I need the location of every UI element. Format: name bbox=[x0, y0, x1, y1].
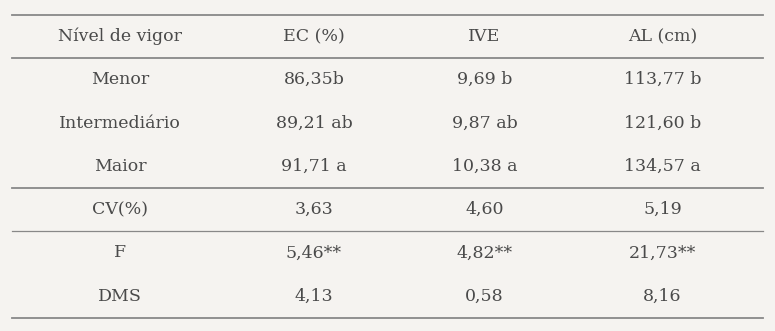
Text: 0,58: 0,58 bbox=[465, 288, 504, 305]
Text: 91,71 a: 91,71 a bbox=[281, 158, 346, 175]
Text: AL (cm): AL (cm) bbox=[628, 28, 698, 45]
Text: 113,77 b: 113,77 b bbox=[624, 71, 701, 88]
Text: DMS: DMS bbox=[98, 288, 142, 305]
Text: 89,21 ab: 89,21 ab bbox=[275, 115, 353, 131]
Text: 21,73**: 21,73** bbox=[629, 244, 696, 261]
Text: 134,57 a: 134,57 a bbox=[624, 158, 701, 175]
Text: Maior: Maior bbox=[94, 158, 146, 175]
Text: 9,87 ab: 9,87 ab bbox=[452, 115, 517, 131]
Text: EC (%): EC (%) bbox=[283, 28, 345, 45]
Text: 4,82**: 4,82** bbox=[456, 244, 512, 261]
Text: 86,35b: 86,35b bbox=[284, 71, 344, 88]
Text: Nível de vigor: Nível de vigor bbox=[58, 28, 182, 45]
Text: 10,38 a: 10,38 a bbox=[452, 158, 517, 175]
Text: Menor: Menor bbox=[91, 71, 150, 88]
Text: 5,46**: 5,46** bbox=[286, 244, 342, 261]
Text: F: F bbox=[114, 244, 126, 261]
Text: 5,19: 5,19 bbox=[643, 201, 682, 218]
Text: 4,13: 4,13 bbox=[294, 288, 333, 305]
Text: 8,16: 8,16 bbox=[643, 288, 682, 305]
Text: Intermediário: Intermediário bbox=[59, 115, 181, 131]
Text: 4,60: 4,60 bbox=[465, 201, 504, 218]
Text: 3,63: 3,63 bbox=[294, 201, 333, 218]
Text: IVE: IVE bbox=[468, 28, 501, 45]
Text: 9,69 b: 9,69 b bbox=[456, 71, 512, 88]
Text: 121,60 b: 121,60 b bbox=[624, 115, 701, 131]
Text: CV(%): CV(%) bbox=[92, 201, 148, 218]
